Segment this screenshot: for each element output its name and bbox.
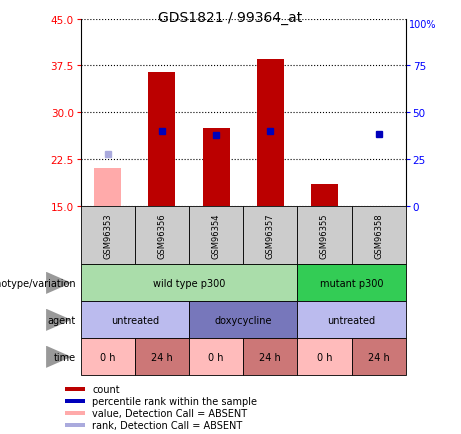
Text: 0 h: 0 h (208, 352, 224, 362)
Polygon shape (46, 309, 71, 331)
Text: doxycycline: doxycycline (214, 315, 272, 325)
Bar (65, 399, 85, 403)
Bar (65, 411, 85, 415)
Text: mutant p300: mutant p300 (320, 278, 383, 288)
Polygon shape (46, 272, 71, 294)
Text: GSM96356: GSM96356 (157, 213, 166, 258)
Text: value, Detection Call = ABSENT: value, Detection Call = ABSENT (92, 408, 248, 418)
Text: 100%: 100% (409, 20, 437, 30)
Bar (243, 339, 297, 375)
Bar (297, 302, 406, 339)
Text: rank, Detection Call = ABSENT: rank, Detection Call = ABSENT (92, 420, 242, 430)
Text: 24 h: 24 h (151, 352, 173, 362)
Text: 24 h: 24 h (260, 352, 281, 362)
Text: GDS1821 / 99364_at: GDS1821 / 99364_at (159, 11, 302, 25)
Text: agent: agent (48, 315, 76, 325)
Bar (311, 184, 338, 206)
Bar (148, 72, 176, 206)
Text: 24 h: 24 h (368, 352, 390, 362)
Text: GSM96353: GSM96353 (103, 213, 112, 258)
Bar (135, 339, 189, 375)
Bar (65, 423, 85, 427)
Text: GSM96358: GSM96358 (374, 213, 383, 258)
Bar (202, 128, 230, 206)
Text: count: count (92, 384, 120, 394)
Bar (352, 206, 406, 265)
Text: genotype/variation: genotype/variation (0, 278, 76, 288)
Bar (189, 339, 243, 375)
Bar (297, 339, 352, 375)
Bar (257, 60, 284, 206)
Text: 0 h: 0 h (317, 352, 332, 362)
Text: percentile rank within the sample: percentile rank within the sample (92, 396, 257, 406)
Bar (81, 265, 297, 302)
Text: wild type p300: wild type p300 (153, 278, 225, 288)
Polygon shape (46, 346, 71, 368)
Bar (352, 339, 406, 375)
Text: time: time (54, 352, 76, 362)
Bar (297, 206, 352, 265)
Bar (94, 169, 121, 206)
Bar (81, 302, 189, 339)
Bar (135, 206, 189, 265)
Bar (297, 265, 406, 302)
Bar (189, 206, 243, 265)
Text: untreated: untreated (327, 315, 376, 325)
Text: GSM96354: GSM96354 (212, 213, 221, 258)
Bar (243, 206, 297, 265)
Text: GSM96357: GSM96357 (266, 213, 275, 258)
Bar (189, 302, 297, 339)
Bar (81, 339, 135, 375)
Bar (65, 387, 85, 391)
Text: 0 h: 0 h (100, 352, 116, 362)
Text: untreated: untreated (111, 315, 159, 325)
Bar (81, 206, 135, 265)
Text: GSM96355: GSM96355 (320, 213, 329, 258)
